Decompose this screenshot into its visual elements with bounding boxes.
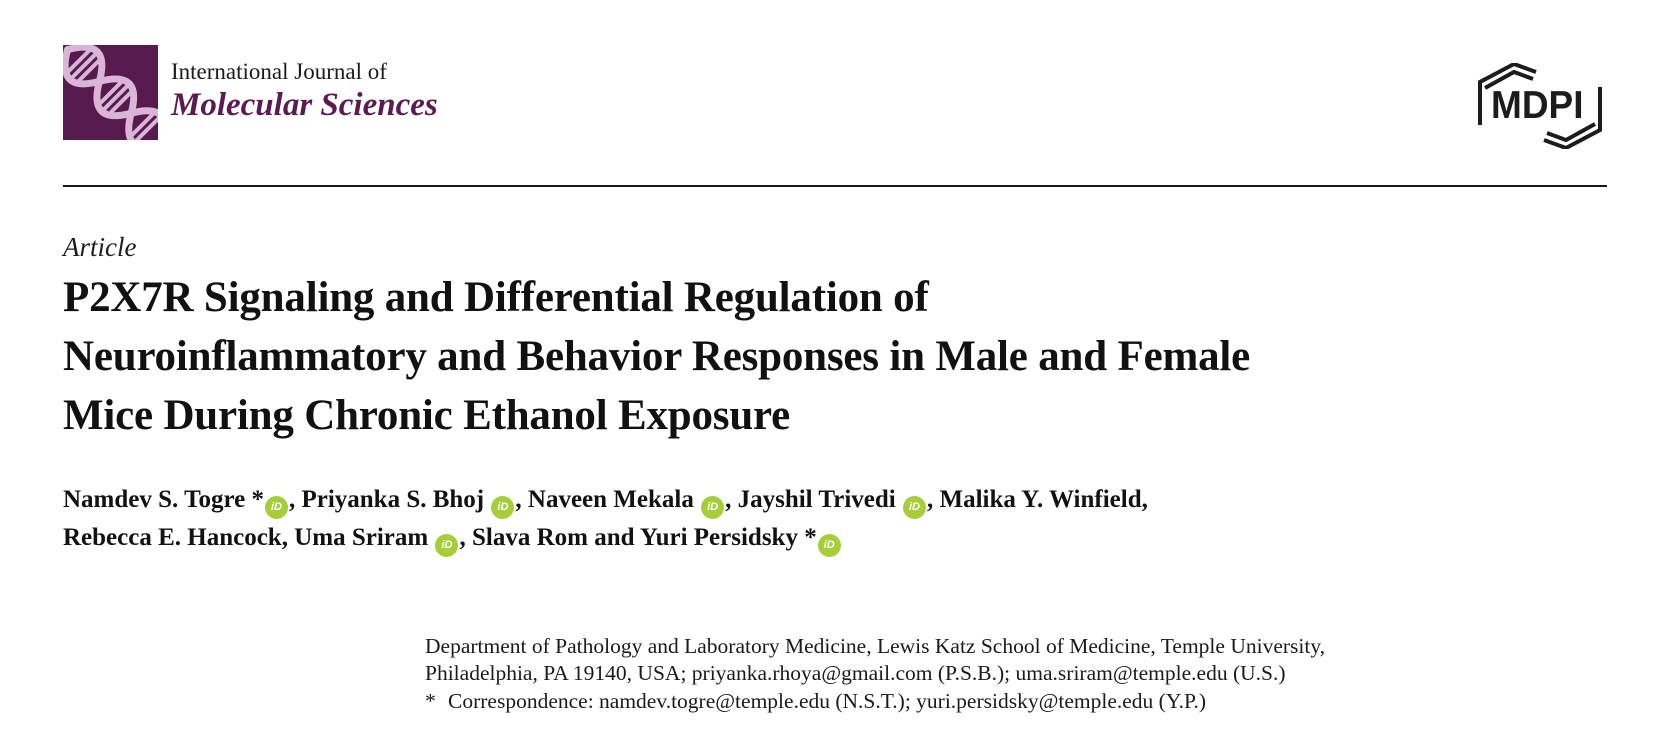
author-names: , Naveen Mekala <box>515 486 701 513</box>
title-line-2: Neuroinflammatory and Behavior Responses… <box>63 333 1251 380</box>
author-names: , Priyanka S. Bhoj <box>288 486 491 513</box>
header-divider <box>63 185 1607 187</box>
article-title: P2X7R Signaling and Differential Regulat… <box>63 268 1610 445</box>
author-names: , Malika Y. Winfield, <box>926 486 1148 513</box>
author-list: Namdev S. Togre * iD, Priyanka S. Bhoj iD… <box>63 481 1148 557</box>
mdpi-logo-text: MDPI <box>1491 83 1584 127</box>
journal-name: International Journal of Molecular Scien… <box>171 58 438 124</box>
orcid-icon[interactable]: iD <box>491 496 515 519</box>
author-names: Rebecca E. Hancock, Uma Sriram <box>63 524 435 551</box>
author-names: Namdev S. Togre * <box>63 486 264 513</box>
orcid-icon[interactable]: iD <box>902 496 926 519</box>
title-line-1: P2X7R Signaling and Differential Regulat… <box>63 274 929 321</box>
affiliation-block: Department of Pathology and Laboratory M… <box>425 633 1325 715</box>
journal-name-line2: Molecular Sciences <box>171 87 438 123</box>
journal-name-line1: International Journal of <box>171 59 387 84</box>
mdpi-logo: MDPI <box>1478 63 1602 149</box>
dna-helix-icon <box>63 45 158 140</box>
author-line-2: Rebecca E. Hancock, Uma Sriram iD, Slava… <box>63 519 1148 557</box>
orcid-icon[interactable]: iD <box>701 496 725 519</box>
author-names: , Jayshil Trivedi <box>725 486 902 513</box>
author-line-1: Namdev S. Togre * iD, Priyanka S. Bhoj iD… <box>63 481 1148 519</box>
orcid-icon[interactable]: iD <box>264 496 288 519</box>
correspondence-line: * Correspondence: namdev.togre@temple.ed… <box>425 688 1325 715</box>
author-names: , Slava Rom and Yuri Persidsky * <box>459 524 817 551</box>
title-line-3: Mice During Chronic Ethanol Exposure <box>63 392 791 439</box>
correspondence-asterisk: * <box>425 688 436 713</box>
orcid-icon[interactable]: iD <box>817 534 841 557</box>
orcid-icon[interactable]: iD <box>435 534 459 557</box>
correspondence-text: Correspondence: namdev.togre@temple.edu … <box>448 688 1207 713</box>
article-type-label: Article <box>63 232 137 262</box>
affiliation-line-1: Department of Pathology and Laboratory M… <box>425 634 1326 658</box>
affiliation-line-2: Philadelphia, PA 19140, USA; priyanka.rh… <box>425 661 1286 686</box>
mdpi-hexagon-icon <box>1478 63 1602 149</box>
journal-logo <box>63 45 158 140</box>
